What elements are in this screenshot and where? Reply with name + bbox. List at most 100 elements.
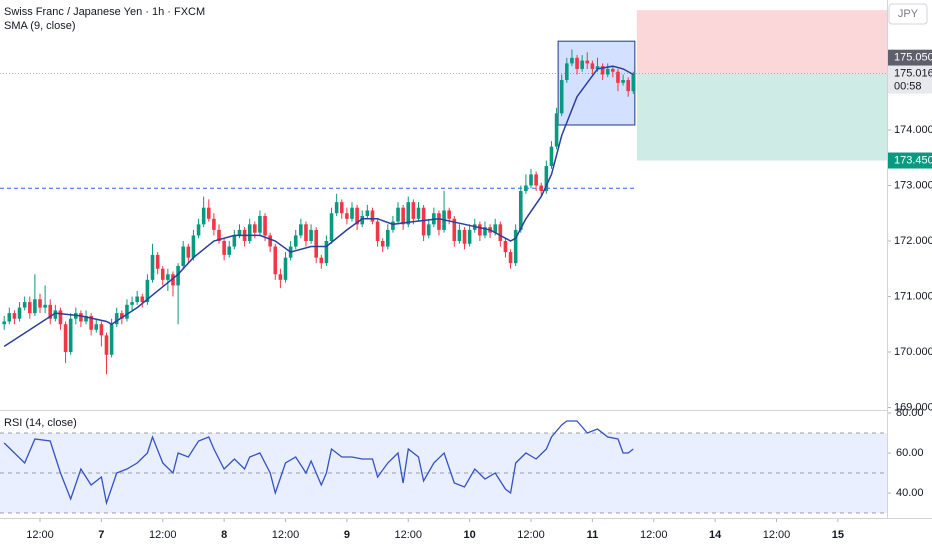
candle-body xyxy=(380,240,385,247)
candle-body xyxy=(416,207,421,219)
candle-body xyxy=(160,268,165,280)
price-tick-label: 172.000 xyxy=(894,235,932,247)
candle-body xyxy=(258,216,262,233)
candle-body xyxy=(314,229,318,258)
candle-body xyxy=(191,235,196,258)
candle-body xyxy=(227,246,232,255)
candle-body xyxy=(421,207,426,236)
candle-body xyxy=(125,304,129,319)
candle-body xyxy=(590,63,595,69)
candle-body xyxy=(360,216,365,225)
rsi-label: RSI (14, close) xyxy=(4,417,77,429)
candle-body xyxy=(79,313,83,322)
candle-body xyxy=(498,224,503,241)
candle-body xyxy=(565,63,569,81)
candle-body xyxy=(580,60,584,69)
candle-body xyxy=(206,207,211,219)
rsi-tick-label: 60.00 xyxy=(896,447,924,459)
candle-body xyxy=(94,324,99,330)
candle-body xyxy=(452,218,457,241)
candle-body xyxy=(120,313,124,319)
candle-body xyxy=(283,257,288,280)
stop-zone xyxy=(636,73,887,161)
chart-title: Swiss Franc / Japanese Yen · 1h · FXCM xyxy=(4,6,205,18)
candle-body xyxy=(575,57,579,69)
candle-body xyxy=(534,174,538,186)
candle-body xyxy=(411,202,416,219)
candle-body xyxy=(247,224,252,241)
candle-body xyxy=(48,304,53,319)
candle-body xyxy=(426,224,431,236)
candle-body xyxy=(391,221,395,230)
price-label-box xyxy=(888,49,932,66)
candle-body xyxy=(7,313,12,322)
candle-body xyxy=(176,265,180,286)
candle-body xyxy=(222,240,226,255)
candle-body xyxy=(33,299,37,314)
time-tick-label: 12:00 xyxy=(394,529,422,541)
candle-body xyxy=(518,191,523,230)
candle-body xyxy=(140,296,145,303)
candle-body xyxy=(616,71,620,83)
candle-body xyxy=(212,218,216,230)
time-tick-label: 9 xyxy=(344,529,350,541)
price-tick-label: 171.000 xyxy=(894,290,932,302)
candle-body xyxy=(58,310,63,325)
candle-body xyxy=(217,229,221,241)
price-label: 175.016 xyxy=(894,68,932,80)
candle-body xyxy=(626,80,630,92)
candle-body xyxy=(17,307,22,319)
candle-body xyxy=(503,240,508,253)
time-tick-label: 11 xyxy=(587,529,599,541)
candle-body xyxy=(130,302,134,305)
candle-body xyxy=(22,302,27,308)
candle-body xyxy=(539,185,544,192)
candle-body xyxy=(181,246,186,266)
time-tick-label: 12:00 xyxy=(763,529,791,541)
candle-body xyxy=(304,224,308,241)
countdown: 00:58 xyxy=(894,81,922,93)
candle-body xyxy=(278,274,283,280)
price-tick-label: 170.000 xyxy=(894,346,932,358)
candle-body xyxy=(27,302,32,314)
candle-body xyxy=(554,113,559,147)
candle-body xyxy=(232,235,237,247)
candle-body xyxy=(155,254,160,269)
candle-body xyxy=(53,310,58,319)
time-tick-label: 15 xyxy=(832,529,844,541)
candle-body xyxy=(401,207,405,225)
candle-body xyxy=(99,324,104,336)
currency-button[interactable] xyxy=(888,3,928,25)
candle-body xyxy=(396,207,400,222)
sma-line xyxy=(3,65,634,348)
candle-body xyxy=(493,224,498,233)
candle-body xyxy=(483,227,487,236)
rsi-line xyxy=(3,420,634,506)
currency-label: JPY xyxy=(898,8,919,20)
candle-body xyxy=(631,73,636,92)
candle-body xyxy=(355,207,359,225)
candle-body xyxy=(43,304,47,308)
candle-body xyxy=(370,210,375,222)
candle-body xyxy=(329,213,334,241)
candle-body xyxy=(299,224,303,236)
candle-body xyxy=(171,274,175,286)
candle-body xyxy=(529,174,533,186)
candle-body xyxy=(544,166,549,192)
candle-body xyxy=(467,229,472,244)
time-tick-label: 12:00 xyxy=(272,529,300,541)
candle-body xyxy=(457,229,462,241)
candle-body xyxy=(114,313,119,325)
candle-body xyxy=(68,318,73,352)
candle-body xyxy=(605,68,610,75)
time-tick-label: 12:00 xyxy=(26,529,54,541)
indicator-label: SMA (9, close) xyxy=(4,20,76,32)
candle-body xyxy=(508,252,513,264)
rsi-tick-label: 40.00 xyxy=(896,487,924,499)
candle-body xyxy=(84,315,88,322)
candle-body xyxy=(524,185,528,192)
candle-body xyxy=(345,213,349,219)
time-tick-label: 8 xyxy=(221,529,227,541)
candle-body xyxy=(135,296,139,303)
